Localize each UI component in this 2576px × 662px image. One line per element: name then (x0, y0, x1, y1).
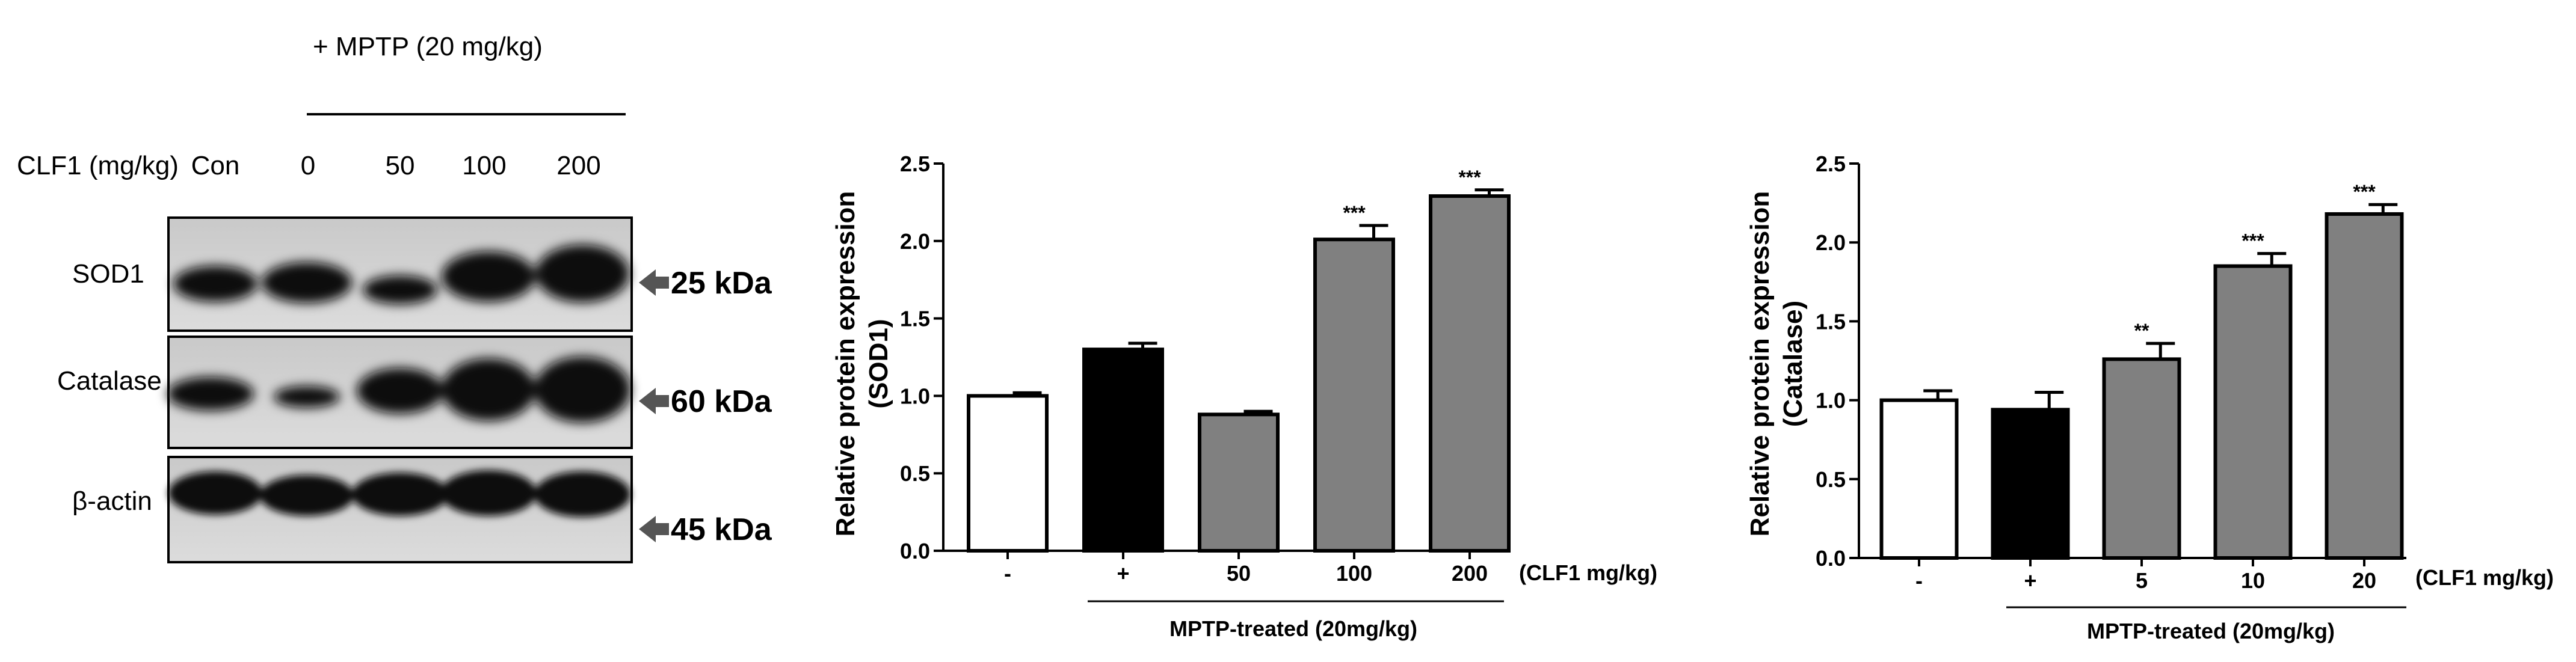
row-label-sod1: SOD1 (72, 259, 144, 289)
significance-label: ** (2134, 320, 2149, 342)
svg-text:60 kDa: 60 kDa (671, 384, 772, 419)
left-arrow-icon (639, 269, 669, 296)
svg-text:45 kDa: 45 kDa (671, 512, 772, 547)
x-axis-suffix: (CLF1 mg/kg) (2415, 565, 2554, 590)
y-tick-label: 1.5 (1816, 309, 1846, 334)
significance-label: *** (1458, 167, 1481, 188)
bar (2213, 264, 2293, 560)
significance-label: *** (2353, 181, 2376, 203)
blot-strip-catalase (167, 336, 633, 449)
x-tick-label: - (1004, 561, 1011, 586)
western-blot-panel: + MPTP (20 mg/kg) CLF1 (mg/kg) Con 0 50 … (17, 32, 772, 563)
blot-strip-sod1 (167, 216, 633, 332)
x-tick-label: 10 (2241, 568, 2265, 593)
lane-label: Con (191, 151, 240, 180)
left-arrow-icon (639, 388, 669, 414)
y-tick-label: 2.0 (1816, 230, 1846, 255)
y-tick-label: 2.5 (900, 152, 930, 176)
y-tick-label: 1.5 (900, 307, 930, 331)
row-label-beta-actin: β-actin (72, 486, 152, 516)
significance-label: *** (2242, 230, 2264, 252)
y-tick-label: 0.0 (1816, 546, 1846, 571)
group-label: MPTP-treated (20mg/kg) (1169, 616, 1417, 641)
catalase-bar-chart: Relative protein expression (Catalase) 0… (1745, 152, 2554, 643)
y-tick-label: 1.0 (1816, 388, 1846, 413)
x-axis-suffix: (CLF1 mg/kg) (1519, 560, 1657, 585)
bar (967, 394, 1049, 553)
lane-label: 200 (556, 151, 600, 180)
x-tick-label: + (1117, 561, 1129, 586)
x-tick-label: 200 (1452, 561, 1488, 586)
y-tick-label: 0.5 (900, 461, 930, 486)
y-axis-label: Relative protein expression (831, 191, 860, 537)
svg-text:25 kDa: 25 kDa (671, 266, 772, 301)
bar (1879, 398, 1959, 560)
y-tick-label: 0.5 (1816, 467, 1846, 492)
x-tick-label: 5 (2136, 568, 2148, 593)
dose-label: CLF1 (mg/kg) (17, 151, 179, 180)
size-marker-beta-actin: 45 kDa (639, 512, 772, 547)
bar (1429, 194, 1511, 553)
y-tick-label: 1.0 (900, 384, 930, 408)
bar (2325, 212, 2404, 560)
sod1-bar-chart: Relative protein expression (SOD1) 0.0 0.… (831, 152, 1657, 641)
lane-label: 50 (386, 151, 415, 180)
bar (1198, 412, 1280, 553)
treatment-label: + MPTP (20 mg/kg) (313, 32, 543, 61)
bar (2102, 357, 2181, 560)
significance-label: *** (1343, 202, 1366, 224)
left-arrow-icon (639, 516, 669, 542)
lane-label: 0 (301, 151, 315, 180)
size-marker-sod1: 25 kDa (639, 266, 772, 301)
size-marker-catalase: 60 kDa (639, 384, 772, 419)
x-tick-label: + (2024, 568, 2036, 593)
blot-strip-beta-actin (167, 456, 633, 563)
lane-label: 100 (462, 151, 506, 180)
x-tick-label: 100 (1336, 561, 1372, 586)
y-tick-label: 2.0 (900, 229, 930, 254)
row-label-catalase: Catalase (57, 366, 162, 396)
bar (1313, 238, 1395, 553)
bar (1991, 408, 2070, 560)
x-tick-label: 50 (1227, 561, 1251, 586)
y-tick-label: 2.5 (1816, 152, 1846, 176)
y-axis-label-2: (SOD1) (864, 319, 893, 408)
x-tick-label: 20 (2352, 568, 2376, 593)
y-axis-label: Relative protein expression (1745, 191, 1775, 537)
y-tick-label: 0.0 (900, 539, 930, 563)
x-tick-label: - (1915, 568, 1923, 593)
group-label: MPTP-treated (20mg/kg) (2087, 619, 2335, 643)
bar (1082, 348, 1164, 553)
y-axis-label-2: (Catalase) (1778, 301, 1808, 427)
